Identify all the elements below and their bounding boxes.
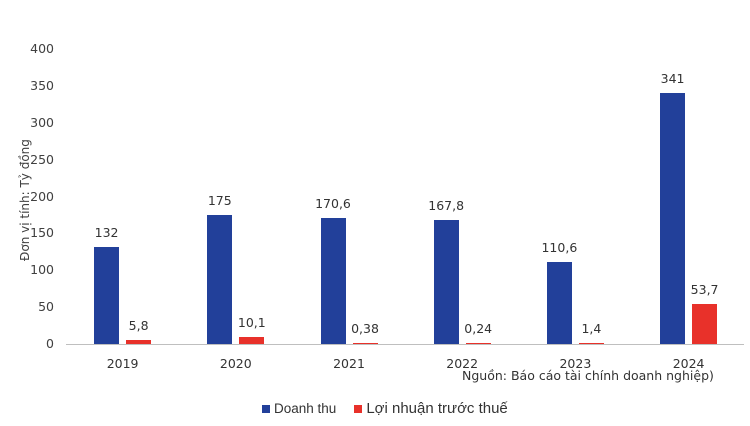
y-tick-label: 100	[30, 262, 54, 278]
bar-revenue	[320, 218, 346, 344]
data-label: 5,8	[128, 317, 149, 333]
legend-label-profit: Lợi nhuận trước thuế	[366, 400, 508, 417]
legend-item-revenue: Doanh thu	[262, 401, 336, 416]
data-label: 0,38	[351, 320, 379, 336]
x-tick-label: 2024	[672, 356, 705, 371]
y-tick-label: 200	[30, 188, 54, 204]
legend-swatch-revenue	[262, 404, 270, 413]
x-tick-label: 2021	[333, 356, 365, 371]
bar-revenue	[660, 92, 686, 344]
data-label: 175	[207, 192, 232, 208]
bar-profit	[352, 342, 378, 344]
data-label: 167,8	[428, 198, 465, 214]
bar-profit	[126, 339, 152, 344]
bar-profit	[578, 342, 604, 344]
legend-swatch-profit	[354, 404, 363, 413]
y-tick-label: 300	[30, 114, 54, 130]
bar-profit	[465, 342, 491, 344]
legend: Doanh thu Lợi nhuận trước thuế	[262, 400, 526, 417]
legend-item-profit: Lợi nhuận trước thuế	[354, 400, 508, 417]
data-label: 1,4	[581, 320, 602, 336]
x-tick-label: 2022	[446, 356, 479, 371]
data-label: 0,24	[464, 320, 493, 336]
y-tick-label: 150	[30, 225, 54, 241]
legend-label-revenue: Doanh thu	[274, 401, 337, 416]
bar-profit	[692, 304, 718, 344]
data-label: 53,7	[690, 282, 719, 298]
bar-profit	[239, 336, 265, 344]
data-label: 110,6	[541, 240, 578, 256]
y-tick-label: 50	[38, 299, 54, 315]
x-axis-line	[66, 344, 744, 345]
data-label: 132	[94, 224, 119, 240]
data-label: 341	[660, 70, 685, 86]
y-tick-label: 350	[30, 77, 54, 93]
y-tick-label: 0	[46, 336, 54, 351]
x-tick-label: 2019	[106, 356, 139, 371]
data-label: 10,1	[237, 314, 266, 330]
source-note: Nguồn: Báo cáo tài chính doanh nghiệp)	[462, 368, 714, 383]
y-tick-label: 400	[30, 41, 54, 56]
x-tick-label: 2020	[219, 356, 252, 371]
bar-revenue	[546, 262, 572, 344]
bar-revenue	[94, 246, 120, 344]
data-label: 170,6	[315, 196, 351, 212]
y-tick-label: 250	[30, 151, 54, 167]
x-tick-label: 2023	[559, 356, 592, 371]
bar-revenue	[207, 214, 233, 344]
bar-revenue	[433, 220, 459, 344]
